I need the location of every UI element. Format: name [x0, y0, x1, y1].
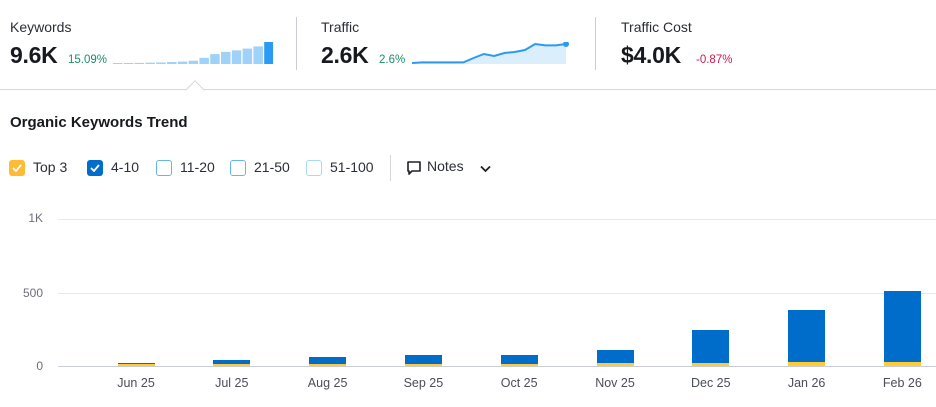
bar-top-3[interactable] [788, 362, 826, 366]
y-tick-label: 1K [28, 211, 43, 225]
bar-4-10[interactable] [404, 355, 442, 364]
metric-value: 2.6K [321, 42, 369, 68]
sparkline-bar [231, 50, 242, 64]
x-tick-label: Dec 25 [690, 376, 731, 390]
x-tick-label: Jul 25 [215, 376, 249, 390]
metric-value: $4.0K [621, 42, 681, 68]
sparkline-bar [156, 62, 166, 64]
sparkline-bar [113, 63, 123, 64]
metric-traffic[interactable]: Traffic 2.6K 2.6% [321, 0, 581, 90]
legend-label: Top 3 [33, 159, 68, 175]
metric-change: 2.6% [379, 54, 406, 66]
gridline [58, 219, 936, 220]
sparkline-bar [188, 60, 199, 64]
sparkline-bar [145, 62, 155, 64]
checkbox-unchecked-icon[interactable] [230, 160, 246, 176]
bar-4-10[interactable] [883, 291, 921, 362]
y-tick-label: 500 [22, 286, 43, 300]
metric-divider [296, 17, 297, 70]
metric-keywords[interactable]: Keywords 9.6K 15.09% [10, 0, 290, 90]
checkbox-unchecked-icon[interactable] [306, 160, 322, 176]
gridline [58, 293, 936, 294]
bar-top-3[interactable] [500, 363, 538, 366]
bar-4-10[interactable] [692, 329, 730, 363]
sparkline-bar [210, 54, 220, 64]
legend-label: 51-100 [330, 159, 374, 175]
bar-4-10[interactable] [788, 310, 826, 363]
legend-divider [390, 155, 391, 181]
comment-icon [407, 161, 421, 175]
x-tick-label: Oct 25 [500, 376, 538, 390]
bar-top-3[interactable] [117, 364, 155, 366]
metric-divider [595, 17, 596, 70]
bar-4-10[interactable] [213, 359, 251, 364]
bar-4-10[interactable] [309, 356, 347, 364]
bar-top-3[interactable] [596, 363, 634, 366]
sparkline-line [412, 42, 567, 64]
bar-top-3[interactable] [883, 361, 921, 366]
sparkline-bar [134, 62, 145, 64]
sparkline-bar [199, 57, 209, 64]
legend-label: 4-10 [111, 159, 140, 175]
metric-label: Keywords [10, 19, 72, 35]
sparkline-bar [242, 48, 253, 64]
bar-top-3[interactable] [309, 364, 347, 366]
bar-4-10[interactable] [500, 354, 538, 364]
sparkline-bar [221, 51, 231, 64]
metrics-summary: Keywords 9.6K 15.09% Traffic 2.6K 2.6% T… [0, 0, 936, 100]
checkbox-checked-icon[interactable] [87, 160, 103, 176]
x-tick-label: Aug 25 [307, 376, 348, 390]
bar-4-10[interactable] [117, 362, 155, 364]
sparkline-bar [253, 46, 263, 64]
y-tick-label: 0 [36, 359, 43, 373]
x-tick-label: Nov 25 [595, 376, 635, 390]
sparkline-end-dot [563, 42, 569, 47]
x-tick-label: Sep 25 [403, 376, 444, 390]
bar-top-3[interactable] [692, 362, 730, 366]
bar-top-3[interactable] [404, 363, 442, 366]
traffic-sparkline [412, 42, 569, 64]
chart-title: Organic Keywords Trend [10, 114, 188, 131]
chevron-down-icon [480, 165, 491, 173]
metric-label: Traffic [321, 19, 360, 35]
sparkline-bar [123, 63, 134, 64]
bar-top-3[interactable] [213, 364, 251, 366]
legend-label: 21-50 [254, 159, 290, 175]
checkbox-checked-icon[interactable] [9, 160, 25, 176]
metric-change: 15.09% [68, 54, 108, 66]
metric-label: Traffic Cost [621, 19, 692, 35]
sparkline-bar [177, 61, 188, 64]
x-tick-label: Jun 25 [117, 376, 155, 390]
bar-4-10[interactable] [596, 350, 634, 364]
x-tick-label: Jan 26 [787, 376, 826, 390]
notes-label: Notes [427, 158, 464, 174]
metric-traffic-cost[interactable]: Traffic Cost $4.0K -0.87% [621, 0, 921, 90]
sparkline-bar [264, 42, 273, 64]
metric-change: -0.87% [696, 54, 733, 66]
keywords-sparkline [113, 42, 273, 64]
legend-label: 11-20 [180, 159, 215, 175]
x-tick-label: Feb 26 [882, 376, 922, 390]
sparkline-bar [167, 62, 177, 64]
checkbox-unchecked-icon[interactable] [156, 160, 172, 176]
metric-value: 9.6K [10, 42, 58, 68]
x-axis [58, 366, 936, 367]
